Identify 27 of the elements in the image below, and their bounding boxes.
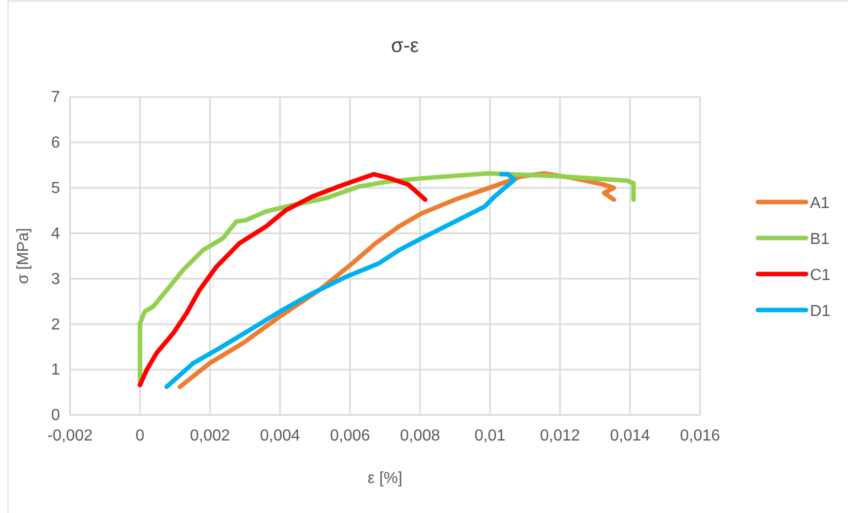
x-tick-label: 0 — [136, 427, 145, 444]
y-tick-label: 5 — [51, 180, 60, 197]
x-tick-label: 0,014 — [610, 427, 650, 444]
x-tick-label: 0,01 — [474, 427, 506, 444]
legend-label: D1 — [810, 303, 831, 320]
y-tick-label: 7 — [51, 89, 60, 106]
x-tick-label: 0,006 — [330, 427, 370, 444]
legend-label: B1 — [810, 231, 830, 248]
legend-label: C1 — [810, 267, 831, 284]
y-tick-label: 1 — [51, 362, 60, 379]
x-tick-label: 0,016 — [680, 427, 720, 444]
y-tick-label: 4 — [51, 225, 60, 242]
x-axis-title: ε [%] — [368, 470, 402, 487]
y-axis-title: σ [MPa] — [15, 228, 32, 284]
y-tick-label: 2 — [51, 316, 60, 334]
x-tick-label: 0,012 — [540, 427, 580, 444]
chart-title: σ-ε — [391, 35, 420, 57]
line-series — [164, 172, 517, 390]
y-tick-label: 3 — [51, 270, 60, 288]
x-tick-label: 0,008 — [400, 427, 440, 444]
line-series — [138, 172, 428, 388]
y-tick-label: 0 — [51, 407, 60, 424]
x-tick-label: -0,002 — [47, 427, 93, 444]
x-tick-label: 0,002 — [190, 427, 230, 444]
y-tick-label: 6 — [51, 134, 60, 152]
x-tick-label: 0,004 — [260, 427, 300, 444]
legend-label: A1 — [810, 195, 830, 212]
